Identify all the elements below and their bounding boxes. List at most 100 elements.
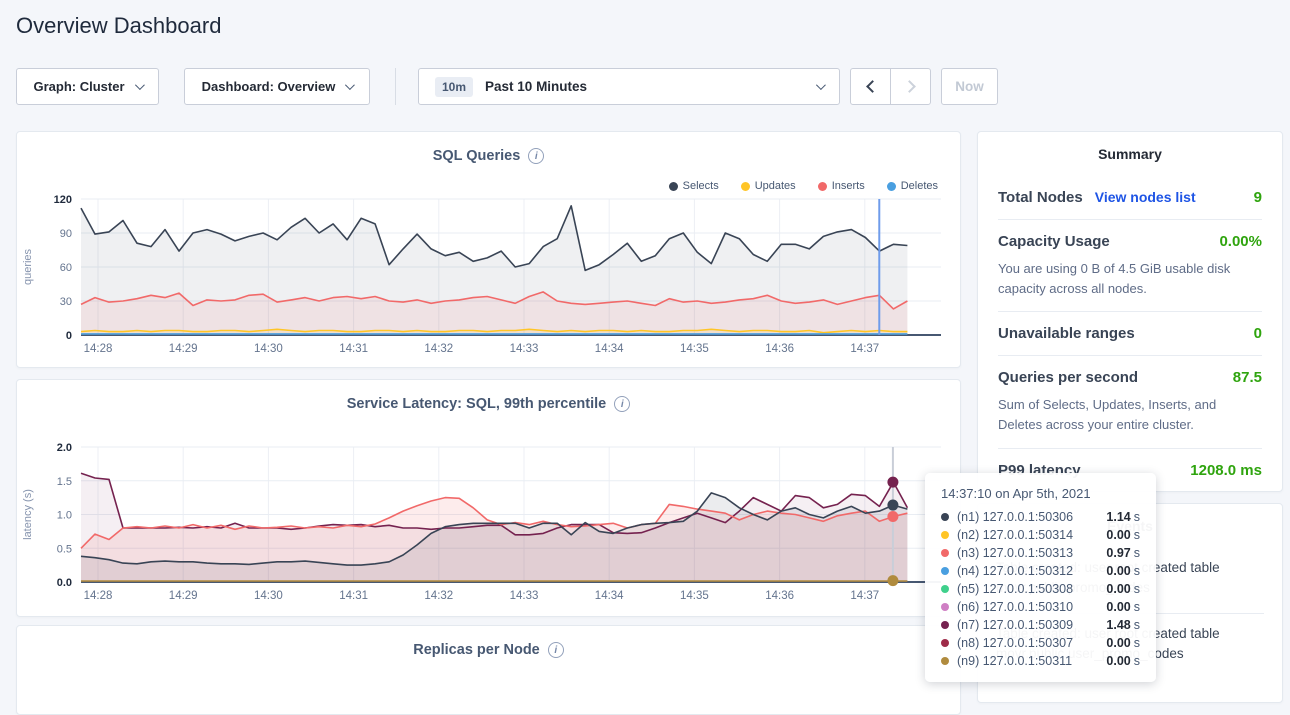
svg-text:0: 0 (66, 330, 72, 342)
node-latency-value: 1.48 (1106, 616, 1130, 634)
svg-text:14:33: 14:33 (510, 590, 539, 602)
node-color-dot-icon (941, 639, 949, 647)
svg-text:30: 30 (60, 296, 72, 308)
tooltip-node-row: (n8) 127.0.0.1:503070.00s (941, 634, 1140, 652)
view-nodes-list-link[interactable]: View nodes list (1095, 189, 1196, 205)
node-latency-value: 0.00 (1106, 526, 1130, 544)
qps-label: Queries per second (998, 369, 1138, 386)
node-color-dot-icon (941, 603, 949, 611)
service-latency-svg: 14:2814:2914:3014:3114:3214:3314:3414:35… (17, 424, 962, 616)
node-color-dot-icon (941, 567, 949, 575)
latency-unit: s (1134, 562, 1140, 580)
summary-panel: Summary Total Nodes View nodes list 9 Ca… (977, 131, 1283, 492)
summary-row-total-nodes: Total Nodes View nodes list 9 (998, 176, 1262, 219)
tooltip-node-row: (n1) 127.0.0.1:503061.14s (941, 508, 1140, 526)
node-latency-value: 0.00 (1106, 562, 1130, 580)
node-address: (n2) 127.0.0.1:50314 (957, 526, 1073, 544)
sql-queries-svg: 14:2814:2914:3014:3114:3214:3314:3414:35… (17, 176, 962, 368)
svg-text:14:29: 14:29 (169, 590, 198, 602)
latency-unit: s (1134, 598, 1140, 616)
chevron-right-icon (903, 80, 916, 93)
service-latency-chart[interactable]: 14:2814:2914:3014:3114:3214:3314:3414:35… (17, 424, 962, 621)
node-address: (n8) 127.0.0.1:50307 (957, 634, 1073, 652)
svg-text:14:28: 14:28 (84, 343, 113, 355)
svg-text:14:34: 14:34 (595, 590, 624, 602)
capacity-usage-description: You are using 0 B of 4.5 GiB usable disk… (998, 257, 1262, 311)
svg-text:14:37: 14:37 (850, 343, 879, 355)
node-latency-value: 0.97 (1106, 544, 1130, 562)
node-address: (n4) 127.0.0.1:50312 (957, 562, 1073, 580)
svg-text:latency (s): latency (s) (22, 489, 34, 540)
graph-dropdown-label: Graph: Cluster (33, 79, 124, 94)
svg-text:14:35: 14:35 (680, 343, 709, 355)
latency-unit: s (1134, 526, 1140, 544)
time-range-label: Past 10 Minutes (485, 79, 587, 94)
page-title: Overview Dashboard (16, 13, 221, 39)
service-latency-title-text: Service Latency: SQL, 99th percentile (347, 396, 607, 412)
svg-text:0.0: 0.0 (57, 577, 72, 589)
info-icon[interactable]: i (528, 148, 544, 164)
svg-text:14:37: 14:37 (850, 590, 879, 602)
time-range-dropdown[interactable]: 10m Past 10 Minutes (418, 68, 840, 105)
sql-queries-panel: SQL Queries i SelectsUpdatesInsertsDelet… (16, 131, 961, 368)
hover-data-dot (887, 477, 898, 488)
svg-text:14:31: 14:31 (339, 343, 368, 355)
node-color-dot-icon (941, 513, 949, 521)
svg-text:1.0: 1.0 (57, 510, 72, 522)
svg-text:14:30: 14:30 (254, 590, 283, 602)
chevron-down-icon (345, 80, 355, 90)
dashboard-dropdown[interactable]: Dashboard: Overview (184, 68, 370, 105)
sql-queries-title-text: SQL Queries (433, 148, 521, 164)
capacity-usage-value: 0.00% (1219, 233, 1262, 250)
svg-text:60: 60 (60, 262, 72, 274)
hover-data-dot (887, 500, 898, 511)
node-color-dot-icon (941, 585, 949, 593)
node-color-dot-icon (941, 621, 949, 629)
sql-queries-chart[interactable]: 14:2814:2914:3014:3114:3214:3314:3414:35… (17, 176, 962, 373)
node-address: (n5) 127.0.0.1:50308 (957, 580, 1073, 598)
tooltip-node-row: (n7) 127.0.0.1:503091.48s (941, 616, 1140, 634)
qps-description: Sum of Selects, Updates, Inserts, and De… (998, 393, 1262, 447)
svg-text:14:35: 14:35 (680, 590, 709, 602)
tooltip-node-row: (n2) 127.0.0.1:50314 0.00s (941, 526, 1140, 544)
svg-text:14:28: 14:28 (84, 590, 113, 602)
svg-text:14:30: 14:30 (254, 343, 283, 355)
now-button[interactable]: Now (941, 68, 998, 105)
info-icon[interactable]: i (614, 396, 630, 412)
tooltip-rows: (n1) 127.0.0.1:503061.14s(n2) 127.0.0.1:… (941, 508, 1140, 670)
time-range-badge: 10m (435, 77, 473, 97)
prev-time-button[interactable] (851, 69, 890, 104)
total-nodes-label: Total Nodes (998, 189, 1083, 206)
graph-dropdown[interactable]: Graph: Cluster (16, 68, 159, 105)
capacity-usage-label: Capacity Usage (998, 233, 1110, 250)
node-latency-value: 0.00 (1106, 598, 1130, 616)
tooltip-node-row: (n3) 127.0.0.1:503130.97s (941, 544, 1140, 562)
tooltip-node-row: (n9) 127.0.0.1:50311 0.00s (941, 652, 1140, 670)
node-address: (n9) 127.0.0.1:50311 (957, 652, 1072, 670)
svg-text:14:32: 14:32 (424, 343, 453, 355)
node-latency-value: 0.00 (1106, 652, 1130, 670)
replicas-per-node-panel: Replicas per Node i (16, 625, 961, 715)
replicas-per-node-title-text: Replicas per Node (413, 642, 540, 658)
chevron-left-icon (866, 80, 879, 93)
sql-queries-title: SQL Queries i (17, 132, 960, 164)
node-latency-value: 1.14 (1106, 508, 1130, 526)
node-address: (n7) 127.0.0.1:50309 (957, 616, 1073, 634)
node-color-dot-icon (941, 549, 949, 557)
replicas-per-node-title: Replicas per Node i (17, 626, 960, 658)
info-icon[interactable]: i (548, 642, 564, 658)
latency-unit: s (1134, 508, 1140, 526)
node-address: (n3) 127.0.0.1:50313 (957, 544, 1073, 562)
unavailable-ranges-label: Unavailable ranges (998, 325, 1135, 342)
next-time-button[interactable] (890, 69, 930, 104)
node-latency-value: 0.00 (1106, 634, 1130, 652)
summary-title: Summary (998, 146, 1262, 176)
tooltip-node-row: (n4) 127.0.0.1:50312 0.00s (941, 562, 1140, 580)
svg-text:2.0: 2.0 (57, 442, 72, 454)
latency-unit: s (1134, 580, 1140, 598)
service-latency-panel: Service Latency: SQL, 99th percentile i … (16, 379, 961, 617)
now-button-label: Now (955, 79, 984, 94)
svg-text:14:34: 14:34 (595, 343, 624, 355)
latency-unit: s (1134, 652, 1140, 670)
svg-text:14:36: 14:36 (765, 343, 794, 355)
